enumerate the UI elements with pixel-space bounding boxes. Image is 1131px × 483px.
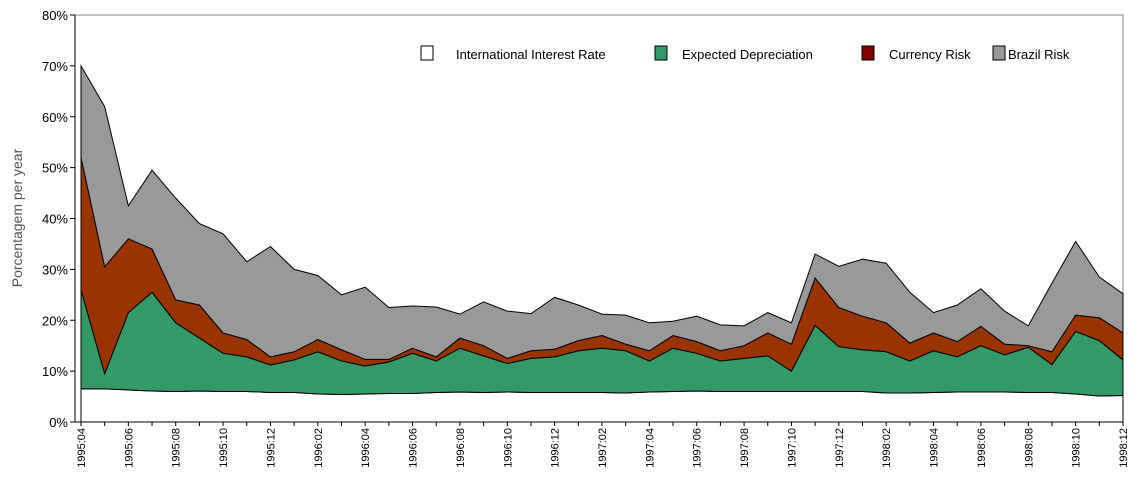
x-tick-label: 1995:06 [123, 428, 135, 468]
x-tick-label: 1998:12 [1118, 428, 1130, 468]
legend-label: Expected Depreciation [682, 47, 813, 62]
y-tick-label: 0% [49, 415, 68, 430]
y-tick-label: 70% [42, 59, 68, 74]
x-tick-label: 1996:02 [313, 428, 325, 468]
x-tick-label: 1996:06 [408, 428, 420, 468]
y-tick-label: 30% [42, 262, 68, 277]
x-tick-label: 1998:02 [881, 428, 893, 468]
y-tick-label: 80% [42, 8, 68, 23]
y-tick-label: 60% [42, 110, 68, 125]
x-tick-label: 1995:12 [265, 428, 277, 468]
x-tick-label: 1996:10 [502, 428, 514, 468]
x-tick-label: 1996:12 [550, 428, 562, 468]
legend-label: Currency Risk [889, 47, 971, 62]
area [80, 388, 1124, 423]
x-tick-label: 1998:10 [1071, 428, 1083, 468]
area [80, 64, 1124, 360]
y-axis-label: Porcentagem per year [9, 148, 25, 287]
x-tick-label: 1995:10 [218, 428, 230, 468]
legend-swatch [861, 45, 875, 61]
x-tick-label: 1997:08 [739, 428, 751, 468]
x-tick-label: 1997:04 [644, 428, 656, 468]
x-tick-label: 1997:02 [597, 428, 609, 468]
legend-label: International Interest Rate [456, 47, 606, 62]
x-tick-label: 1998:06 [976, 428, 988, 468]
x-tick-label: 1997:12 [834, 428, 846, 468]
x-tick-label: 1997:10 [786, 428, 798, 468]
x-tick-label: 1995:04 [76, 428, 88, 468]
x-tick-label: 1995:08 [171, 428, 183, 468]
y-tick-label: 40% [42, 212, 68, 227]
x-tick-label: 1996:08 [455, 428, 467, 468]
x-tick-label: 1997:06 [692, 428, 704, 468]
legend-label: Brazil Risk [1008, 47, 1070, 62]
legend-swatch [992, 45, 1006, 61]
legend-swatch [420, 45, 434, 61]
y-tick-label: 10% [42, 364, 68, 379]
x-tick-label: 1996:04 [360, 428, 372, 468]
legend-swatch [654, 45, 668, 61]
y-tick-label: 20% [42, 313, 68, 328]
y-tick-label: 50% [42, 161, 68, 176]
x-tick-label: 1998:04 [929, 428, 941, 468]
x-tick-label: 1998:08 [1023, 428, 1035, 468]
